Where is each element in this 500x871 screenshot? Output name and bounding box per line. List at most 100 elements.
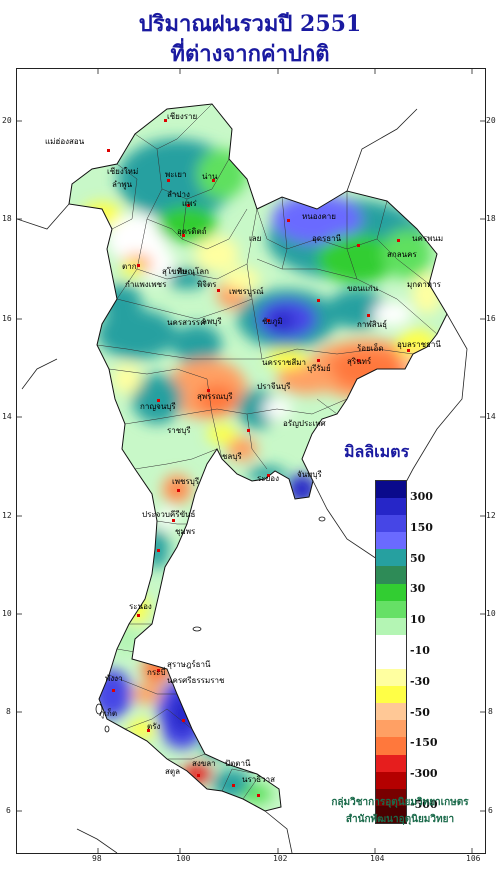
province-label: เชียงใหม่	[107, 167, 138, 176]
province-label: กาฬสินธุ์	[357, 319, 387, 329]
province-label: ลำปาง	[167, 190, 190, 199]
y-tick-12-right: 12	[486, 511, 496, 520]
legend-label: 150	[410, 520, 433, 534]
thailand-outline	[68, 103, 448, 812]
legend-title: มิลลิเมตร	[344, 442, 410, 461]
province-label: อุบลราชธานี	[397, 340, 441, 349]
province-label: จันทบุรี	[297, 470, 323, 479]
legend-swatch	[376, 532, 406, 550]
province-label: พิจิตร	[197, 280, 217, 289]
legend-label: -500	[410, 797, 438, 811]
province-label: เชียงราย	[167, 112, 197, 121]
legend-label: 10	[410, 613, 426, 627]
province-label: แพร่	[182, 199, 197, 208]
province-label: ปราจีนบุรี	[257, 382, 291, 391]
legend-label: 300	[410, 490, 433, 504]
legend-swatch	[376, 651, 406, 670]
y-tick-14-right: 14	[486, 412, 496, 421]
map-subtitle: ที่ต่างจากค่าปกติ	[170, 41, 330, 67]
legend-label: -30	[410, 674, 430, 688]
legend-swatch	[376, 686, 406, 704]
y-tick-12-left: 12	[2, 511, 12, 520]
province-label: สุรินทร์	[347, 356, 372, 366]
legend-swatch	[376, 754, 406, 772]
province-label: ลพบุรี	[202, 317, 222, 326]
y-tick-6-right: 6	[488, 806, 493, 815]
province-label: ร้อยเอ็ด	[357, 343, 384, 353]
province-label: ลำพูน	[112, 180, 133, 190]
province-label: ชุมพร	[175, 527, 196, 536]
province-label: นครศรีธรรมราช	[167, 676, 225, 685]
legend-swatch	[376, 805, 406, 823]
province-label: มุกดาหาร	[407, 280, 442, 289]
credit-line-2: สำนักพัฒนาอุตุนิยมวิทยา	[345, 814, 455, 825]
province-label: นครสวรรค์	[167, 317, 205, 327]
province-label: แม่ฮ่องสอน	[45, 137, 85, 146]
y-tick-20-right: 20	[486, 116, 496, 125]
province-label: พะเยา	[165, 170, 186, 179]
province-label: กระบี่	[147, 666, 166, 677]
province-label: กาญจนบุรี	[140, 402, 176, 411]
y-tick-10-left: 10	[2, 609, 12, 618]
y-tick-8-right: 8	[488, 707, 493, 716]
legend-swatch	[376, 720, 406, 738]
province-label: สงขลา	[192, 759, 216, 768]
province-label: เพชรบูรณ์	[229, 286, 264, 297]
legend-swatch	[376, 771, 406, 789]
province-label: สกลนคร	[387, 250, 417, 259]
province-label: เพชรบุรี	[172, 477, 200, 486]
province-label: น่าน	[202, 172, 218, 181]
province-label: สุพรรณบุรี	[197, 392, 233, 401]
x-tick-102-bottom: 102	[273, 854, 288, 863]
legend-swatch	[376, 515, 406, 533]
province-label: พังงา	[105, 674, 123, 683]
legend-label: 50	[410, 551, 426, 565]
neighbour-boundaries	[17, 108, 468, 853]
legend-label: -150	[410, 736, 438, 750]
islands	[95, 516, 326, 733]
legend-label: -50	[410, 705, 430, 719]
province-label: ระยอง	[257, 474, 279, 483]
legend-label: -300	[410, 767, 438, 781]
province-label: กำแพงเพชร	[125, 280, 167, 289]
legend-swatch	[376, 583, 406, 601]
province-label: หนองคาย	[302, 212, 336, 221]
province-label: อรัญประเทศ	[283, 419, 326, 428]
province-label: ขอนแก่น	[347, 284, 379, 293]
province-label: ปัตตานี	[225, 759, 251, 768]
y-tick-20-left: 20	[2, 116, 12, 125]
province-label: ตาก	[122, 262, 137, 271]
province-label: ประจวบคีรีขันธ์	[142, 509, 196, 519]
province-label: พิษณุโลก	[177, 266, 209, 276]
province-label: ชลบุรี	[222, 452, 242, 461]
x-tick-106-bottom: 106	[466, 854, 481, 863]
legend-swatch	[376, 549, 406, 567]
legend-swatch	[376, 737, 406, 755]
legend-color-bar	[375, 480, 407, 824]
map-title: ปริมาณฝนรวมปี 2551	[138, 11, 362, 37]
y-tick-10-right: 10	[486, 609, 496, 618]
y-tick-18-left: 18	[2, 214, 12, 223]
y-tick-16-right: 16	[486, 314, 496, 323]
province-label: ตรัง	[147, 722, 160, 731]
province-label: ราชบุรี	[167, 426, 191, 435]
province-label: อุดรธานี	[312, 234, 342, 243]
province-label: ระนอง	[129, 602, 152, 611]
legend-swatch	[376, 634, 406, 652]
province-label: ภูเก็ต	[99, 708, 117, 719]
legend-swatch	[376, 498, 406, 516]
province-label: นครพนม	[412, 234, 443, 243]
province-label: สตูล	[165, 767, 180, 777]
legend-swatch	[376, 788, 406, 806]
x-tick-100-bottom: 100	[176, 854, 191, 863]
y-tick-14-left: 14	[2, 412, 12, 421]
province-label: ชัยภูมิ	[262, 317, 283, 327]
y-tick-16-left: 16	[2, 314, 12, 323]
legend-swatch	[376, 566, 406, 584]
legend-swatch	[376, 669, 406, 687]
graticule-ticks	[17, 69, 485, 853]
y-tick-6-left: 6	[6, 806, 11, 815]
province-label: สุราษฎร์ธานี	[167, 659, 211, 669]
